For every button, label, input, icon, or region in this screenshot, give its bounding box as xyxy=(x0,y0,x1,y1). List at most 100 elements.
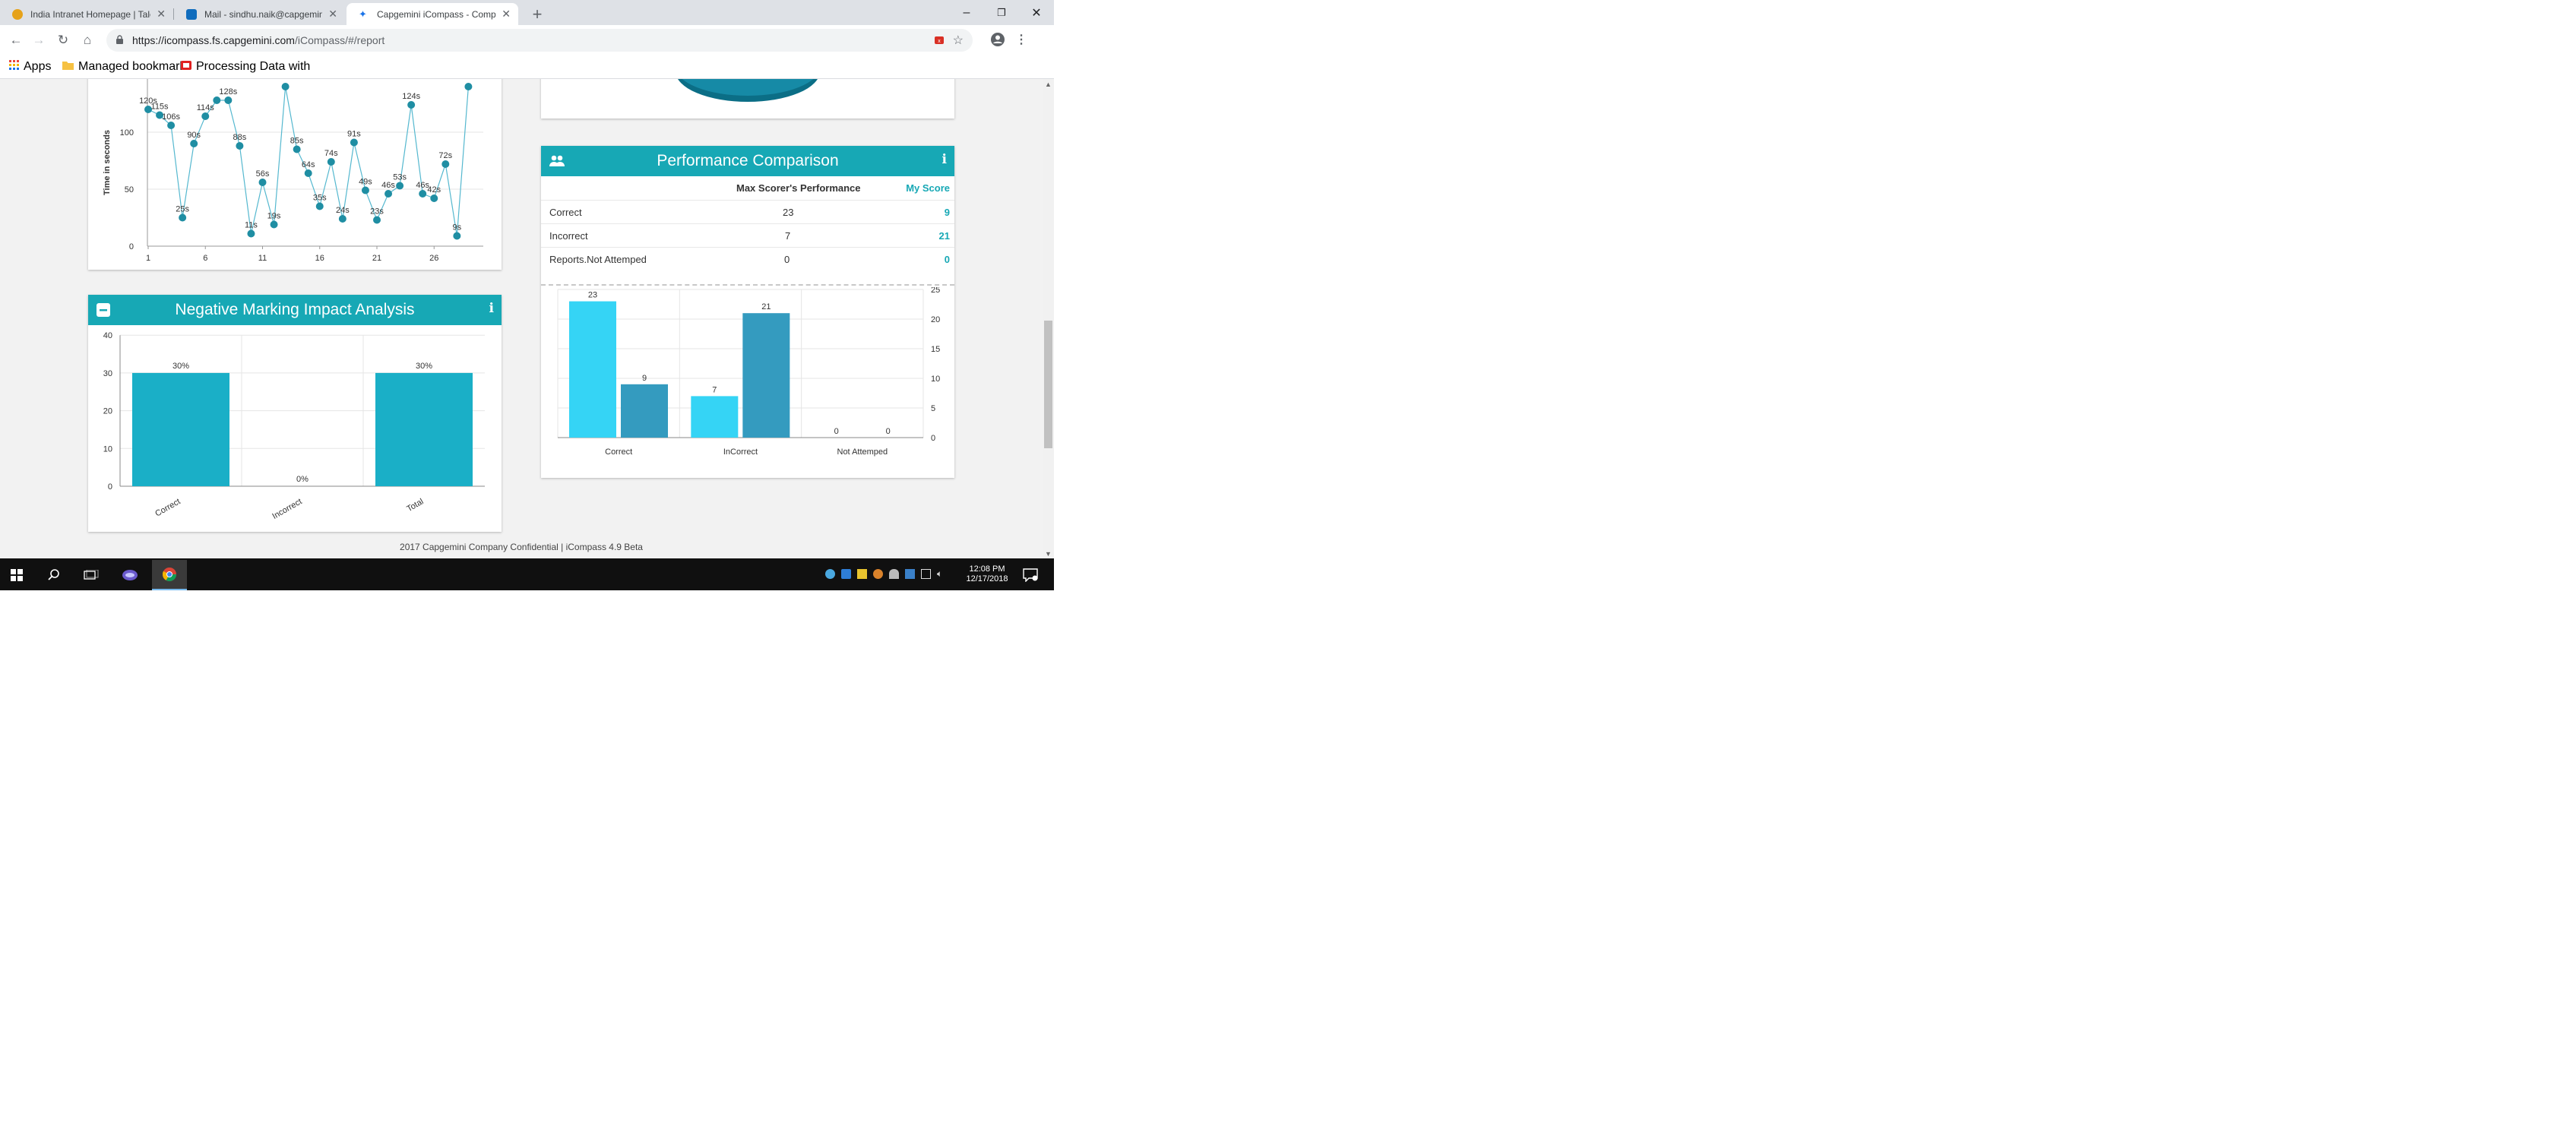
scroll-down-arrow-icon[interactable]: ▼ xyxy=(1045,550,1052,558)
bookmarks-bar xyxy=(0,55,1054,79)
tray-onedrive-icon[interactable] xyxy=(825,569,835,579)
bar xyxy=(569,301,616,438)
col-max-scorer: Max Scorer's Performance xyxy=(736,182,861,194)
performance-comparison-card: Performance Comparison i Max Scorer's Pe… xyxy=(541,146,954,478)
data-label: 49s xyxy=(359,178,372,187)
info-icon[interactable]: i xyxy=(941,152,947,167)
restore-button[interactable]: ❐ xyxy=(997,6,1006,18)
windows-start-icon[interactable] xyxy=(11,569,23,585)
data-label: 9s xyxy=(453,223,462,232)
close-tab-icon[interactable]: ✕ xyxy=(328,8,337,20)
y-tick-label: 0 xyxy=(129,242,134,251)
score-pie-chart xyxy=(678,79,818,102)
pie-highlight xyxy=(682,79,814,96)
info-icon[interactable]: i xyxy=(489,301,494,316)
y-tick-label: 5 xyxy=(931,404,935,413)
data-point xyxy=(361,186,369,194)
data-label: 90s xyxy=(187,131,201,140)
bookmark-apps[interactable]: Apps xyxy=(9,60,51,74)
y-tick-label: 50 xyxy=(125,185,134,194)
data-label: 115s xyxy=(151,103,169,112)
menu-kebab-icon[interactable]: ⋮ xyxy=(1015,33,1027,46)
folder-icon xyxy=(62,60,74,74)
taskbar-clock[interactable]: 12:08 PM 12/17/2018 xyxy=(966,564,1008,584)
back-arrow-icon[interactable]: ← xyxy=(9,33,23,47)
data-point xyxy=(213,96,221,104)
tab-mail[interactable]: Mail - sindhu.naik@capgemini.co ✕ xyxy=(174,3,345,25)
data-point xyxy=(315,202,324,210)
tray-cloud-icon[interactable] xyxy=(889,569,899,579)
tab-india-intranet[interactable]: India Intranet Homepage | Talent ✕ xyxy=(0,3,173,25)
y-tick-label: 100 xyxy=(120,128,134,138)
taskbar-chrome-button[interactable] xyxy=(152,560,187,590)
performance-table: Max Scorer's Performance My Score Correc… xyxy=(541,176,954,283)
data-point xyxy=(167,122,176,129)
data-point xyxy=(464,83,473,90)
home-icon[interactable]: ⌂ xyxy=(83,33,92,47)
lock-icon xyxy=(116,34,123,44)
close-window-button[interactable]: ✕ xyxy=(1031,6,1042,20)
row-label: Incorrect xyxy=(549,230,588,242)
data-label: 72s xyxy=(438,151,452,160)
data-point xyxy=(407,101,416,109)
tray-display-icon[interactable] xyxy=(921,569,931,579)
data-point xyxy=(236,142,244,150)
extension-icon[interactable]: x xyxy=(933,34,945,46)
data-point xyxy=(179,213,187,222)
data-label: 23s xyxy=(370,207,384,217)
data-label: 25s xyxy=(176,205,189,214)
data-point xyxy=(224,96,233,104)
col-my-score: My Score xyxy=(906,182,950,194)
bookmark-managed[interactable]: Managed bookmarks xyxy=(62,60,191,74)
data-label: 0 xyxy=(886,427,891,436)
new-tab-button[interactable]: + xyxy=(532,5,543,24)
reload-icon[interactable]: ↻ xyxy=(57,33,69,47)
page-scrollbar[interactable] xyxy=(1043,79,1054,558)
tray-security-icon[interactable] xyxy=(857,569,867,579)
tray-app-icon[interactable] xyxy=(873,569,883,579)
profile-avatar-icon[interactable] xyxy=(989,31,1006,48)
tab-icompass[interactable]: ✦ Capgemini iCompass - Competency ✕ xyxy=(347,3,518,25)
x-tick-label: 26 xyxy=(429,254,438,263)
data-point xyxy=(156,111,164,119)
search-icon[interactable] xyxy=(47,568,61,586)
x-tick-label: Correct xyxy=(153,497,182,518)
data-point xyxy=(258,179,267,186)
task-view-icon[interactable] xyxy=(84,569,99,584)
negative-marking-title: Negative Marking Impact Analysis xyxy=(175,301,415,318)
outlook-favicon-icon xyxy=(186,9,197,20)
system-tray: 🔈︎ xyxy=(825,569,942,579)
close-tab-icon[interactable]: ✕ xyxy=(157,8,166,20)
forward-arrow-icon[interactable]: → xyxy=(32,33,46,47)
tab-strip xyxy=(0,0,1054,25)
bookmark-label: Managed bookmarks xyxy=(78,60,192,73)
bookmark-processing-data[interactable]: Processing Data with xyxy=(181,60,310,74)
data-label: 88s xyxy=(233,133,247,142)
minimize-button[interactable]: – xyxy=(963,5,970,19)
tray-skype-icon[interactable] xyxy=(841,569,851,579)
performance-header: Performance Comparison i xyxy=(541,146,954,176)
minus-square-icon[interactable] xyxy=(96,302,111,318)
scroll-up-arrow-icon[interactable]: ▲ xyxy=(1045,81,1052,88)
section-divider xyxy=(541,284,954,286)
data-point xyxy=(327,158,335,166)
speaker-icon[interactable]: 🔈︎ xyxy=(937,568,943,579)
scrollbar-thumb[interactable] xyxy=(1044,321,1052,448)
row-my-value: 21 xyxy=(938,230,950,242)
star-bookmark-icon[interactable]: ☆ xyxy=(952,34,964,47)
notification-center-icon[interactable] xyxy=(1023,568,1038,586)
clock-time: 12:08 PM xyxy=(969,564,1005,574)
data-label: 9 xyxy=(642,374,647,383)
bar xyxy=(742,313,790,438)
tab-divider xyxy=(173,8,174,20)
y-tick-label: 30 xyxy=(103,369,112,378)
x-tick-label: InCorrect xyxy=(723,447,758,457)
x-tick-label: Total xyxy=(405,497,425,514)
data-point xyxy=(453,232,461,240)
data-point xyxy=(338,215,347,223)
taskbar-app-icon[interactable] xyxy=(122,568,138,586)
tray-network-icon[interactable] xyxy=(905,569,915,579)
close-tab-icon[interactable]: ✕ xyxy=(502,8,511,20)
data-label: 30% xyxy=(172,362,189,371)
address-bar[interactable]: https://icompass.fs.capgemini.com/iCompa… xyxy=(106,29,973,52)
